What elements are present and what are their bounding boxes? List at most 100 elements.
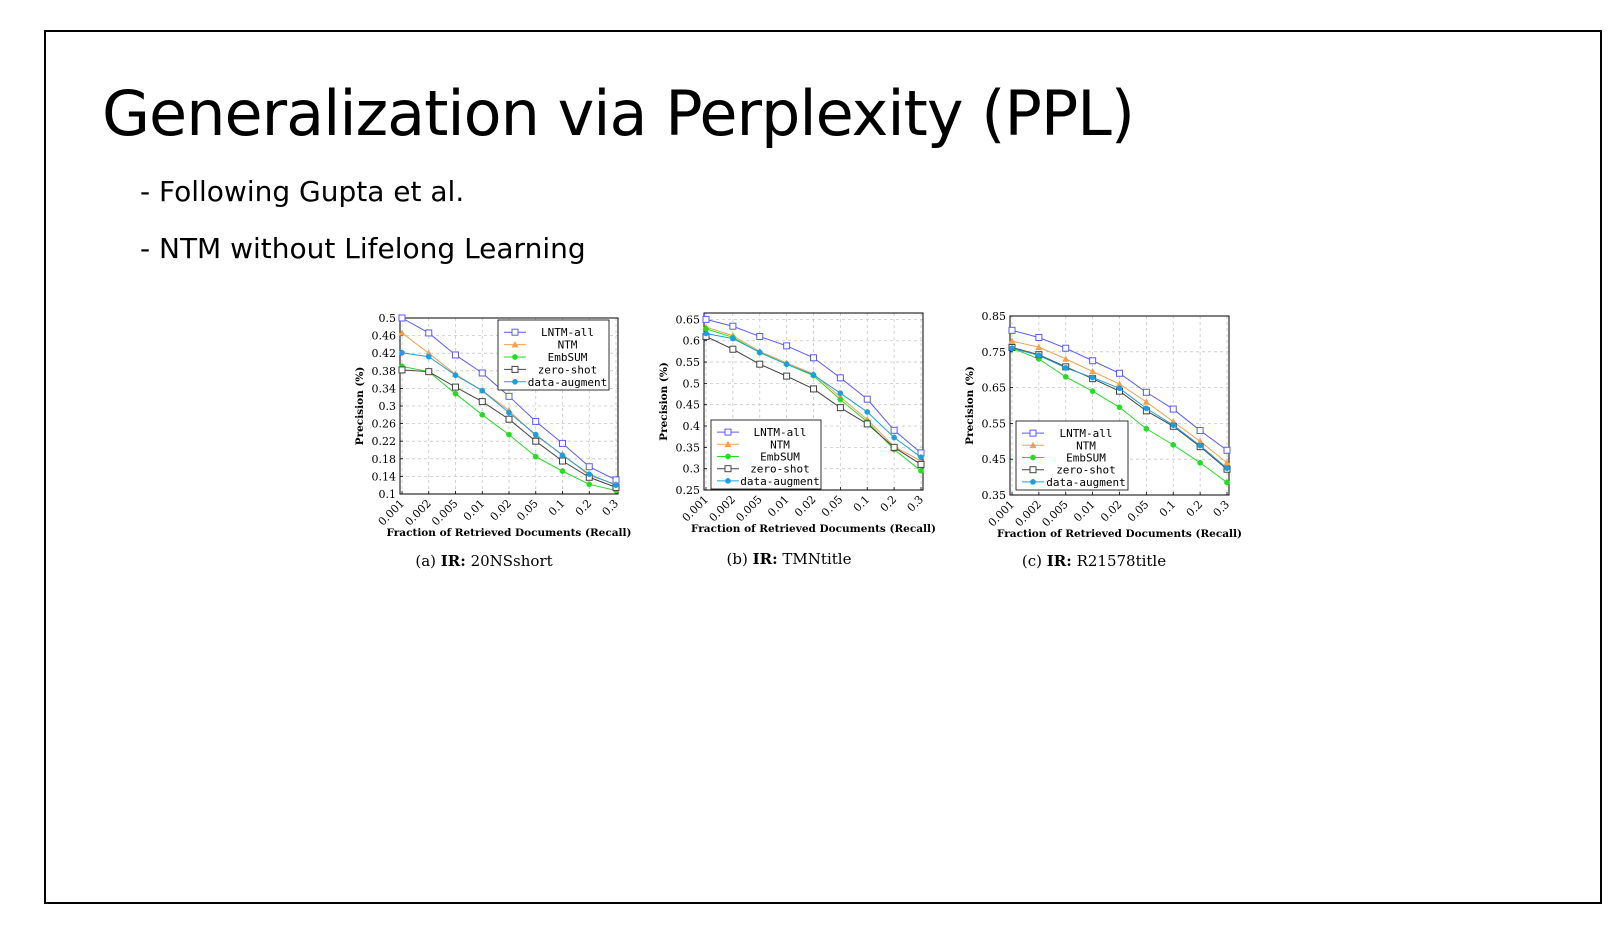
x-tick-label: 0.001 bbox=[986, 498, 1017, 529]
y-tick-label: 0.35 bbox=[982, 489, 1007, 502]
legend-marker bbox=[725, 453, 731, 460]
y-tick-label: 0.5 bbox=[379, 312, 397, 325]
series-zero-shot bbox=[398, 366, 620, 491]
y-tick-label: 0.5 bbox=[683, 377, 701, 390]
data-point bbox=[1008, 337, 1016, 344]
legend-label: data-augment bbox=[1046, 476, 1125, 489]
x-tick-label: 0.01 bbox=[461, 497, 488, 524]
x-tick-label: 0.3 bbox=[600, 497, 622, 519]
data-point bbox=[1116, 404, 1123, 411]
x-axis-label: Fraction of Retrieved Documents (Recall) bbox=[691, 523, 936, 535]
x-tick-label: 0.01 bbox=[1071, 498, 1098, 525]
data-point bbox=[452, 390, 459, 397]
y-tick-label: 0.3 bbox=[379, 400, 397, 413]
data-point bbox=[837, 396, 844, 403]
data-point bbox=[1062, 344, 1070, 352]
data-point bbox=[1223, 446, 1231, 454]
x-tick-label: 0.001 bbox=[680, 493, 711, 524]
data-point bbox=[532, 437, 540, 445]
y-tick-label: 0.45 bbox=[676, 399, 701, 412]
legend-marker bbox=[512, 354, 518, 360]
data-point bbox=[1116, 385, 1123, 392]
data-point bbox=[399, 349, 405, 356]
y-tick-label: 0.22 bbox=[372, 435, 397, 448]
y-tick-label: 0.14 bbox=[372, 470, 397, 483]
data-point bbox=[478, 369, 486, 377]
data-point bbox=[479, 387, 486, 394]
y-tick-label: 0.3 bbox=[683, 463, 701, 476]
legend-marker bbox=[511, 340, 519, 348]
x-tick-label: 0.02 bbox=[1098, 498, 1125, 525]
data-point bbox=[756, 349, 763, 356]
data-point bbox=[890, 426, 898, 434]
data-point bbox=[532, 431, 539, 438]
data-point bbox=[1143, 405, 1150, 412]
caption-prefix: (a) bbox=[415, 552, 440, 570]
chart-panel-1: 0.1 0.14 0.18 0.22 0.26 0.3 0.34 0.38 0.42 0.46 0.… bbox=[354, 312, 632, 570]
data-point bbox=[1223, 459, 1231, 466]
legend-marker bbox=[511, 365, 519, 373]
chart-caption: (a) IR: 20NSshort bbox=[415, 552, 552, 570]
y-tick-label: 0.42 bbox=[372, 347, 397, 360]
data-point bbox=[559, 452, 566, 459]
legend-marker bbox=[1029, 466, 1037, 474]
data-point bbox=[918, 467, 924, 474]
legend-marker bbox=[725, 478, 731, 484]
bullet-following-gupta: - Following Gupta et al. bbox=[140, 175, 465, 208]
data-point bbox=[1089, 367, 1097, 375]
data-point bbox=[585, 463, 593, 471]
x-tick-label: 0.1 bbox=[1157, 498, 1179, 520]
x-axis-label: Fraction of Retrieved Documents (Recall) bbox=[997, 528, 1242, 540]
data-point bbox=[586, 471, 593, 478]
x-tick-label: 0.1 bbox=[851, 493, 873, 515]
caption-dataset: TMNtitle bbox=[778, 550, 852, 568]
legend-label: LNTM-all bbox=[541, 326, 594, 339]
y-tick-label: 0.38 bbox=[372, 365, 397, 378]
data-point bbox=[452, 372, 459, 379]
legend-marker bbox=[1029, 429, 1037, 437]
y-axis-label: Precision (%) bbox=[354, 367, 366, 446]
y-tick-label: 0.65 bbox=[982, 382, 1007, 395]
data-point bbox=[452, 383, 459, 391]
data-point bbox=[1142, 398, 1150, 405]
data-point bbox=[836, 374, 844, 382]
data-point bbox=[586, 481, 593, 488]
x-tick-label: 0.2 bbox=[573, 497, 595, 519]
legend-label: NTM bbox=[1076, 439, 1096, 452]
x-tick-label: 0.002 bbox=[707, 493, 738, 524]
x-tick-label: 0.1 bbox=[546, 497, 568, 519]
data-point bbox=[729, 322, 737, 330]
data-point bbox=[756, 360, 764, 368]
data-point bbox=[863, 420, 871, 428]
data-point bbox=[1143, 425, 1150, 432]
series-lntm-all bbox=[398, 314, 620, 484]
data-point bbox=[1089, 374, 1096, 381]
x-tick-label: 0.001 bbox=[376, 497, 407, 528]
y-tick-label: 0.1 bbox=[379, 488, 397, 501]
data-point bbox=[559, 439, 566, 447]
caption-bold: IR: bbox=[1047, 552, 1072, 570]
data-point bbox=[1196, 427, 1204, 435]
legend-label: zero-shot bbox=[750, 463, 810, 476]
data-point bbox=[810, 354, 817, 362]
data-point bbox=[425, 353, 432, 360]
chart-panel-2: 0.250.30.350.40.450.50.550.60.650.0010.0… bbox=[658, 312, 936, 568]
data-point bbox=[1224, 479, 1230, 486]
x-tick-label: 0.3 bbox=[1211, 498, 1233, 520]
legend-label: NTM bbox=[558, 339, 578, 352]
y-tick-label: 0.6 bbox=[683, 335, 701, 348]
data-point bbox=[783, 342, 791, 350]
data-point bbox=[532, 417, 540, 425]
data-point bbox=[1035, 333, 1043, 341]
chart-caption: (c) IR: R21578title bbox=[1022, 552, 1166, 570]
x-tick-label: 0.05 bbox=[819, 493, 846, 520]
data-point bbox=[425, 368, 433, 376]
caption-dataset: 20NSshort bbox=[466, 552, 553, 570]
data-point bbox=[810, 385, 817, 393]
chart-caption: (b) IR: TMNtitle bbox=[727, 550, 852, 568]
legend-marker bbox=[1030, 454, 1036, 461]
x-tick-label: 0.2 bbox=[878, 493, 900, 515]
data-point bbox=[425, 329, 433, 337]
